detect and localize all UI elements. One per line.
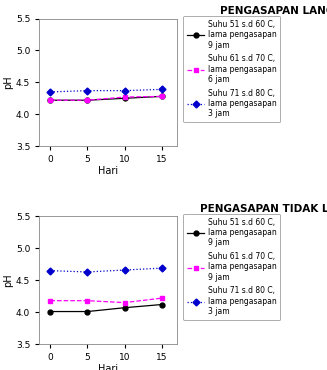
X-axis label: Hari: Hari: [98, 166, 118, 176]
Line: Suhu 71 s.d 80 C,
lama pengasapan
3 jam: Suhu 71 s.d 80 C, lama pengasapan 3 jam: [48, 87, 164, 94]
Line: Suhu 51 s.d 60 C,
lama pengasapan
9 jam: Suhu 51 s.d 60 C, lama pengasapan 9 jam: [48, 94, 164, 102]
Suhu 71 s.d 80 C,
lama pengasapan
3 jam: [160, 266, 164, 270]
Suhu 61 s.d 70 C,
lama pengasapan
6 jam: [123, 95, 127, 99]
Suhu 51 s.d 60 C,
lama pengasapan
9 jam: [160, 302, 164, 307]
Suhu 51 s.d 60 C,
lama pengasapan
9 jam: [160, 94, 164, 99]
Y-axis label: pH: pH: [3, 75, 13, 89]
Suhu 71 s.d 80 C,
lama pengasapan
3 jam: [123, 268, 127, 272]
Line: Suhu 71 s.d 80 C,
lama pengasapan
3 jam: Suhu 71 s.d 80 C, lama pengasapan 3 jam: [48, 266, 164, 275]
Suhu 51 s.d 60 C,
lama pengasapan
9 jam: [123, 96, 127, 101]
Line: Suhu 61 s.d 70 C,
lama pengasapan
9 jam: Suhu 61 s.d 70 C, lama pengasapan 9 jam: [48, 296, 164, 305]
Suhu 51 s.d 60 C,
lama pengasapan
9 jam: [86, 98, 90, 102]
Suhu 61 s.d 70 C,
lama pengasapan
9 jam: [160, 296, 164, 300]
Y-axis label: pH: pH: [3, 273, 13, 287]
Suhu 51 s.d 60 C,
lama pengasapan
9 jam: [123, 306, 127, 310]
Suhu 71 s.d 80 C,
lama pengasapan
3 jam: [86, 88, 90, 93]
Suhu 71 s.d 80 C,
lama pengasapan
3 jam: [86, 270, 90, 274]
Suhu 61 s.d 70 C,
lama pengasapan
9 jam: [48, 299, 52, 303]
Line: Suhu 61 s.d 70 C,
lama pengasapan
6 jam: Suhu 61 s.d 70 C, lama pengasapan 6 jam: [48, 94, 164, 102]
Suhu 61 s.d 70 C,
lama pengasapan
6 jam: [86, 98, 90, 102]
Suhu 71 s.d 80 C,
lama pengasapan
3 jam: [48, 90, 52, 94]
X-axis label: Hari: Hari: [98, 363, 118, 370]
Suhu 71 s.d 80 C,
lama pengasapan
3 jam: [160, 87, 164, 92]
Suhu 61 s.d 70 C,
lama pengasapan
6 jam: [160, 94, 164, 99]
Suhu 71 s.d 80 C,
lama pengasapan
3 jam: [48, 269, 52, 273]
Title: PENGASAPAN TIDAK LANGSUNG: PENGASAPAN TIDAK LANGSUNG: [200, 204, 327, 214]
Suhu 61 s.d 70 C,
lama pengasapan
6 jam: [48, 98, 52, 102]
Line: Suhu 51 s.d 60 C,
lama pengasapan
9 jam: Suhu 51 s.d 60 C, lama pengasapan 9 jam: [48, 302, 164, 314]
Suhu 61 s.d 70 C,
lama pengasapan
9 jam: [86, 299, 90, 303]
Title: PENGASAPAN LANGSUNG: PENGASAPAN LANGSUNG: [219, 6, 327, 16]
Suhu 61 s.d 70 C,
lama pengasapan
9 jam: [123, 300, 127, 305]
Suhu 51 s.d 60 C,
lama pengasapan
9 jam: [48, 98, 52, 102]
Suhu 71 s.d 80 C,
lama pengasapan
3 jam: [123, 88, 127, 93]
Legend: Suhu 51 s.d 60 C,
lama pengasapan
9 jam, Suhu 61 s.d 70 C,
lama pengasapan
6 jam: Suhu 51 s.d 60 C, lama pengasapan 9 jam,…: [183, 16, 281, 122]
Suhu 51 s.d 60 C,
lama pengasapan
9 jam: [48, 309, 52, 314]
Legend: Suhu 51 s.d 60 C,
lama pengasapan
9 jam, Suhu 61 s.d 70 C,
lama pengasapan
9 jam: Suhu 51 s.d 60 C, lama pengasapan 9 jam,…: [183, 214, 281, 320]
Suhu 51 s.d 60 C,
lama pengasapan
9 jam: [86, 309, 90, 314]
